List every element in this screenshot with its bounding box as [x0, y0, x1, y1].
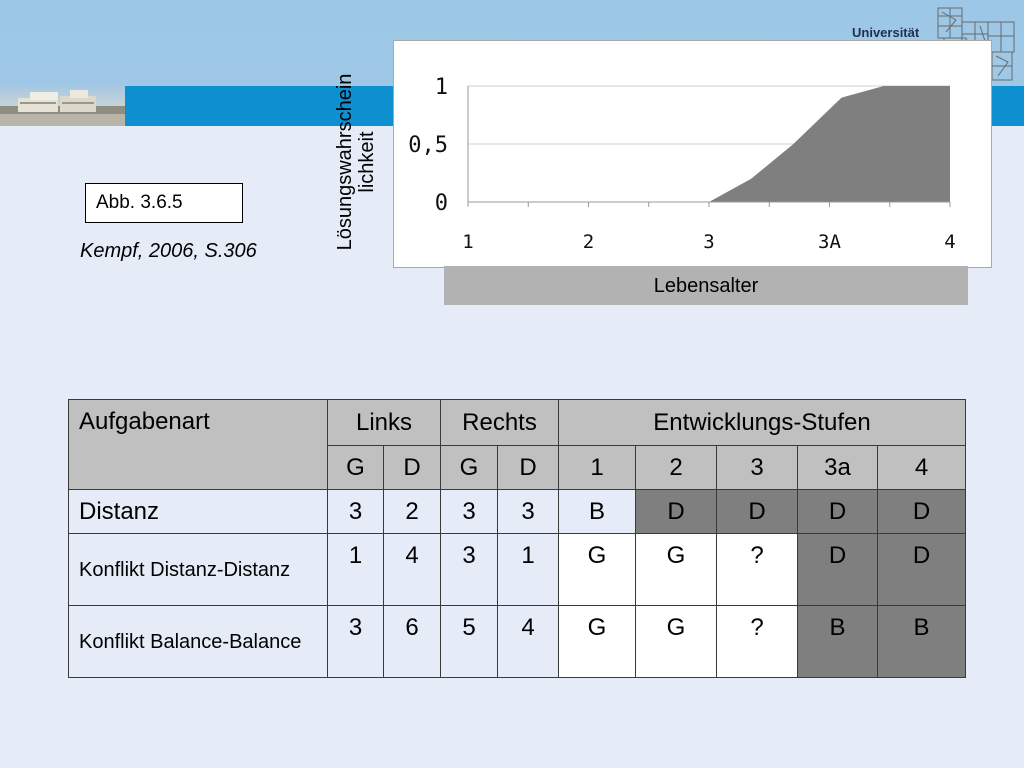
subheader-stage-3a: 3a: [797, 445, 879, 490]
chart-y-tick-label: 0: [435, 191, 448, 216]
table-cell: B: [877, 605, 967, 678]
table-cell: 4: [496, 605, 560, 678]
header-rechts: Rechts: [439, 399, 560, 446]
table-cell: D: [877, 533, 967, 606]
subheader-stage-2: 2: [635, 445, 718, 490]
table-cell: 1: [496, 533, 560, 606]
table-cell: 2: [383, 489, 441, 534]
table-cell: B: [797, 605, 879, 678]
header-aufgabenart: Aufgabenart: [68, 399, 328, 490]
table-cell: 3: [327, 605, 384, 678]
table-cell: G: [558, 605, 637, 678]
subheader-links-g: G: [327, 445, 384, 490]
table-row: Distanz 3 2 3 3 B D D D D: [68, 489, 967, 534]
table-cell: 5: [440, 605, 498, 678]
table-cell: 3: [440, 533, 498, 606]
table-cell: G: [558, 533, 637, 606]
chart-x-tick-label: 3: [703, 231, 714, 253]
row-label: Distanz: [68, 489, 328, 534]
table-cell: 3: [440, 489, 498, 534]
chart-x-tick-label: 1: [462, 231, 473, 253]
header-entwicklungs-stufen: Entwicklungs-Stufen: [558, 399, 967, 446]
chart-x-tick-label: 4: [944, 231, 955, 253]
building-photo: [0, 86, 125, 126]
table-cell: D: [716, 489, 799, 534]
table-cell: D: [635, 489, 718, 534]
chart-x-tick-label: 3A: [818, 231, 841, 253]
table-cell: B: [558, 489, 637, 534]
table-cell: 6: [383, 605, 441, 678]
subheader-stage-4: 4: [877, 445, 967, 490]
table-cell: G: [635, 605, 718, 678]
table-cell: D: [797, 489, 879, 534]
subheader-stage-1: 1: [558, 445, 637, 490]
subheader-rechts-d: D: [496, 445, 560, 490]
table-row: Konflikt Distanz-Distanz 1 4 3 1 G G ? D…: [68, 533, 967, 606]
chart-area-series: [709, 86, 950, 202]
table-cell: D: [797, 533, 879, 606]
row-label: Konflikt Balance-Balance: [68, 605, 328, 678]
university-label: Universität: [852, 25, 920, 40]
table-cell: 3: [327, 489, 384, 534]
table-cell: 3: [496, 489, 560, 534]
figure-citation: Kempf, 2006, S.306: [80, 240, 257, 262]
table-cell: D: [877, 489, 967, 534]
area-chart: 0 0,5 1 1 2 3 3A 4: [408, 75, 955, 253]
subheader-stage-3: 3: [716, 445, 799, 490]
chart-panel: 0 0,5 1 1 2 3 3A 4: [393, 40, 992, 268]
chart-x-axis-label: Lebensalter: [444, 266, 968, 305]
header-links: Links: [327, 399, 441, 446]
chart-y-tick-label: 1: [435, 75, 448, 100]
table-cell: ?: [716, 605, 799, 678]
subheader-rechts-g: G: [440, 445, 498, 490]
table-cell: G: [635, 533, 718, 606]
task-matrix-table: Aufgabenart Links Rechts Entwicklungs-St…: [68, 399, 967, 678]
table-cell: 1: [327, 533, 384, 606]
chart-y-tick-label: 0,5: [408, 133, 448, 158]
table-cell: ?: [716, 533, 799, 606]
figure-label-box: Abb. 3.6.5: [85, 183, 243, 223]
chart-x-tick-label: 2: [583, 231, 594, 253]
table-row: Konflikt Balance-Balance 3 6 5 4 G G ? B…: [68, 605, 967, 678]
subheader-links-d: D: [383, 445, 441, 490]
row-label: Konflikt Distanz-Distanz: [68, 533, 328, 606]
table-cell: 4: [383, 533, 441, 606]
y-axis-label-text: Lösungswahrschein lichkeit: [334, 73, 378, 251]
chart-y-axis-label: Lösungswahrschein lichkeit: [330, 48, 382, 276]
